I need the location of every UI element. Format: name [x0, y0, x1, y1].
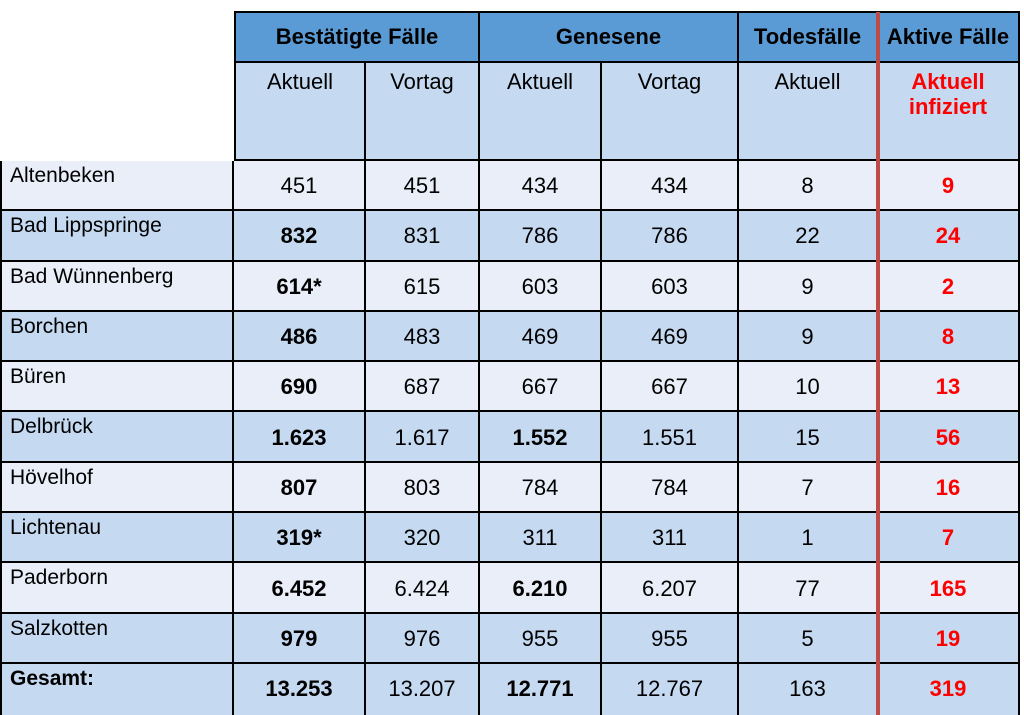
subheader-recovered-previous: Vortag	[602, 63, 739, 161]
subheader-deaths-current: Aktuell	[739, 63, 878, 161]
cell-confirmed-current: 690	[234, 362, 366, 413]
cell-recovered-previous: 603	[602, 261, 739, 312]
cell-recovered-previous: 12.767	[602, 663, 739, 715]
cell-confirmed-previous: 320	[366, 513, 480, 564]
covid-statistics-table: Bestätigte Fälle Genesene Todesfälle Akt…	[0, 11, 1020, 715]
cell-recovered-previous: 786	[602, 211, 739, 262]
cell-deaths-current: 1	[739, 513, 878, 564]
cell-confirmed-current: 6.452	[234, 563, 366, 614]
cell-recovered-current: 6.210	[480, 563, 602, 614]
cell-confirmed-current: 319*	[234, 513, 366, 564]
subheader-confirmed-current: Aktuell	[234, 63, 366, 161]
cell-confirmed-current: 807	[234, 462, 366, 514]
active-cases-divider-line	[876, 12, 880, 715]
subheader-confirmed-previous: Vortag	[366, 63, 480, 161]
cell-deaths-current: 8	[739, 161, 878, 212]
cell-recovered-current: 469	[480, 311, 602, 363]
cell-recovered-current: 603	[480, 261, 602, 312]
cell-recovered-current: 311	[480, 513, 602, 564]
cell-recovered-previous: 311	[602, 513, 739, 564]
cell-recovered-previous: 667	[602, 362, 739, 413]
cell-recovered-current: 955	[480, 613, 602, 664]
cell-confirmed-current: 614*	[234, 261, 366, 312]
col-group-deaths: Todesfälle	[739, 11, 878, 63]
col-group-active-cases: Aktive Fälle	[878, 11, 1020, 63]
subheader-spacer	[0, 63, 234, 161]
cell-confirmed-previous: 1.617	[366, 412, 480, 463]
cell-deaths-current: 9	[739, 261, 878, 312]
cell-deaths-current: 9	[739, 311, 878, 363]
subheader-active-infected: Aktuell infiziert	[878, 63, 1020, 161]
cell-recovered-current: 667	[480, 362, 602, 413]
cell-confirmed-previous: 451	[366, 161, 480, 212]
row-label: Delbrück	[0, 412, 234, 463]
row-label: Büren	[0, 362, 234, 413]
cell-active-infected: 2	[878, 261, 1020, 312]
cell-confirmed-previous: 615	[366, 261, 480, 312]
cell-recovered-previous: 434	[602, 161, 739, 212]
cell-recovered-current: 786	[480, 211, 602, 262]
cell-confirmed-previous: 13.207	[366, 663, 480, 715]
cell-deaths-current: 10	[739, 362, 878, 413]
cell-deaths-current: 77	[739, 563, 878, 614]
cell-active-infected: 9	[878, 161, 1020, 212]
cell-recovered-current: 12.771	[480, 663, 602, 715]
cell-active-infected: 19	[878, 613, 1020, 664]
cell-recovered-previous: 469	[602, 311, 739, 363]
col-group-recovered: Genesene	[480, 11, 739, 63]
col-group-confirmed-cases: Bestätigte Fälle	[234, 11, 480, 63]
cell-active-infected: 7	[878, 513, 1020, 564]
row-label: Lichtenau	[0, 513, 234, 564]
cell-recovered-previous: 1.551	[602, 412, 739, 463]
cell-deaths-current: 5	[739, 613, 878, 664]
cell-active-infected: 8	[878, 311, 1020, 363]
cell-deaths-current: 163	[739, 663, 878, 715]
header-spacer	[0, 11, 234, 63]
cell-confirmed-previous: 803	[366, 462, 480, 514]
row-label: Salzkotten	[0, 613, 234, 664]
row-label: Bad Lippspringe	[0, 211, 234, 262]
row-label: Paderborn	[0, 563, 234, 614]
cell-confirmed-previous: 976	[366, 613, 480, 664]
cell-recovered-current: 434	[480, 161, 602, 212]
subheader-recovered-current: Aktuell	[480, 63, 602, 161]
cell-recovered-previous: 6.207	[602, 563, 739, 614]
cell-confirmed-previous: 831	[366, 211, 480, 262]
cell-confirmed-current: 832	[234, 211, 366, 262]
row-label: Bad Wünnenberg	[0, 261, 234, 312]
cell-active-infected: 24	[878, 211, 1020, 262]
cell-recovered-current: 784	[480, 462, 602, 514]
cell-recovered-previous: 955	[602, 613, 739, 664]
cell-deaths-current: 7	[739, 462, 878, 514]
cell-confirmed-previous: 483	[366, 311, 480, 363]
row-label: Altenbeken	[0, 161, 234, 212]
cell-active-infected: 165	[878, 563, 1020, 614]
cell-active-infected: 13	[878, 362, 1020, 413]
cell-active-infected: 319	[878, 663, 1020, 715]
row-label: Hövelhof	[0, 462, 234, 514]
cell-recovered-previous: 784	[602, 462, 739, 514]
cell-confirmed-current: 486	[234, 311, 366, 363]
cell-confirmed-current: 13.253	[234, 663, 366, 715]
cell-recovered-current: 1.552	[480, 412, 602, 463]
cell-deaths-current: 22	[739, 211, 878, 262]
cell-active-infected: 16	[878, 462, 1020, 514]
cell-confirmed-current: 1.623	[234, 412, 366, 463]
cell-confirmed-previous: 687	[366, 362, 480, 413]
cell-active-infected: 56	[878, 412, 1020, 463]
cell-deaths-current: 15	[739, 412, 878, 463]
row-label: Borchen	[0, 311, 234, 363]
cell-confirmed-current: 451	[234, 161, 366, 212]
cell-confirmed-current: 979	[234, 613, 366, 664]
row-label-total: Gesamt:	[0, 663, 234, 715]
cell-confirmed-previous: 6.424	[366, 563, 480, 614]
